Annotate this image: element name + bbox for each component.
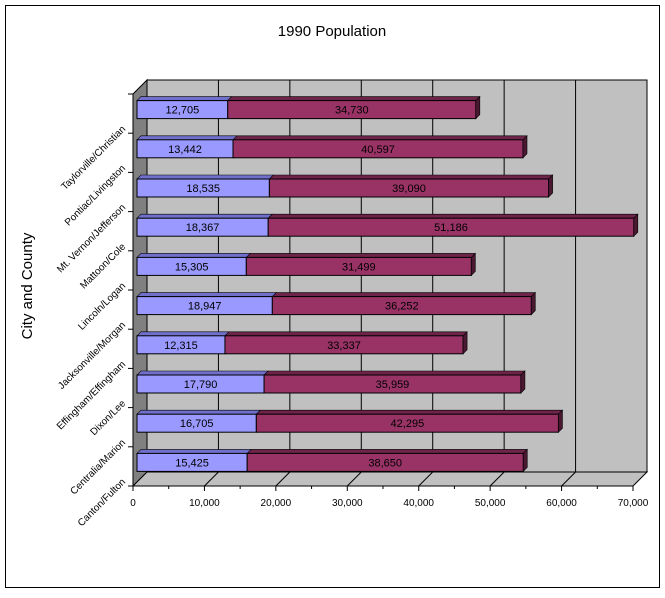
- x-tick-label: 10,000: [189, 498, 220, 509]
- bar-side: [462, 331, 468, 355]
- data-label: 12,315: [164, 340, 198, 352]
- bar-top: [136, 292, 278, 297]
- data-label: 33,337: [327, 340, 361, 352]
- data-label: 40,597: [361, 144, 395, 156]
- data-label: 18,947: [188, 301, 222, 313]
- bar-side: [548, 174, 553, 198]
- bar-top: [267, 213, 639, 219]
- bar-side: [633, 213, 639, 237]
- data-label: 12,705: [166, 105, 200, 117]
- bar-side: [522, 135, 528, 159]
- bar-top: [224, 331, 468, 337]
- data-label: 42,295: [391, 418, 425, 430]
- x-tick-label: 40,000: [403, 498, 434, 509]
- bar-side: [520, 370, 526, 394]
- data-label: 51,186: [434, 222, 468, 234]
- data-label: 15,305: [175, 261, 209, 273]
- data-label: 18,535: [186, 183, 220, 195]
- bar-side: [471, 252, 476, 277]
- x-tick-label: 70,000: [618, 498, 649, 509]
- bar-top: [136, 409, 262, 415]
- bar-top: [268, 174, 554, 180]
- bar-top: [246, 449, 528, 454]
- bar-top: [136, 331, 230, 337]
- x-tick-label: 0: [130, 498, 136, 509]
- floor-gridline: [346, 471, 362, 487]
- plot-area: 0 10,000 20,000 30,000 40,000 50,000 60,000 70,…: [55, 78, 649, 529]
- data-label: 16,705: [180, 418, 214, 430]
- bar-top: [255, 409, 564, 415]
- floor-gridline: [275, 471, 291, 487]
- data-label: 17,790: [184, 379, 218, 391]
- x-tick-label: 60,000: [546, 498, 577, 509]
- bar-top: [263, 370, 526, 376]
- bar-top: [245, 253, 477, 258]
- bar-top: [136, 135, 238, 141]
- floor-gridline: [418, 471, 434, 487]
- floor-gridline: [204, 471, 219, 487]
- floor-gridline: [489, 471, 505, 487]
- data-label: 15,425: [175, 457, 209, 469]
- floor-gridline: [561, 471, 576, 487]
- y-axis-title: City and County: [19, 232, 36, 339]
- data-label: 38,650: [368, 457, 402, 469]
- data-label: 31,499: [342, 261, 376, 273]
- bar-side: [530, 291, 536, 316]
- data-label: 35,959: [376, 379, 410, 391]
- data-label: 34,730: [335, 105, 369, 117]
- data-label: 36,252: [385, 301, 419, 313]
- bar-top: [136, 213, 273, 219]
- data-label: 39,090: [392, 183, 426, 195]
- x-tick-label: 30,000: [332, 498, 363, 509]
- floor: [131, 471, 649, 487]
- chart-title: 1990 Population: [278, 23, 386, 40]
- x-tick-label: 20,000: [261, 498, 292, 509]
- bar-top: [232, 135, 528, 141]
- data-label: 18,367: [186, 222, 220, 234]
- data-label: 13,442: [168, 144, 202, 156]
- x-tick-label: 50,000: [475, 498, 506, 509]
- bar-top: [136, 174, 275, 180]
- bar-top: [136, 449, 252, 454]
- bar-side: [522, 448, 528, 473]
- bar-top: [136, 96, 233, 101]
- bar-top: [227, 96, 481, 101]
- bar-side: [558, 409, 563, 433]
- bar-top: [271, 292, 537, 297]
- bar-top: [136, 253, 252, 258]
- bar-side: [475, 95, 481, 120]
- bar-top: [136, 370, 269, 376]
